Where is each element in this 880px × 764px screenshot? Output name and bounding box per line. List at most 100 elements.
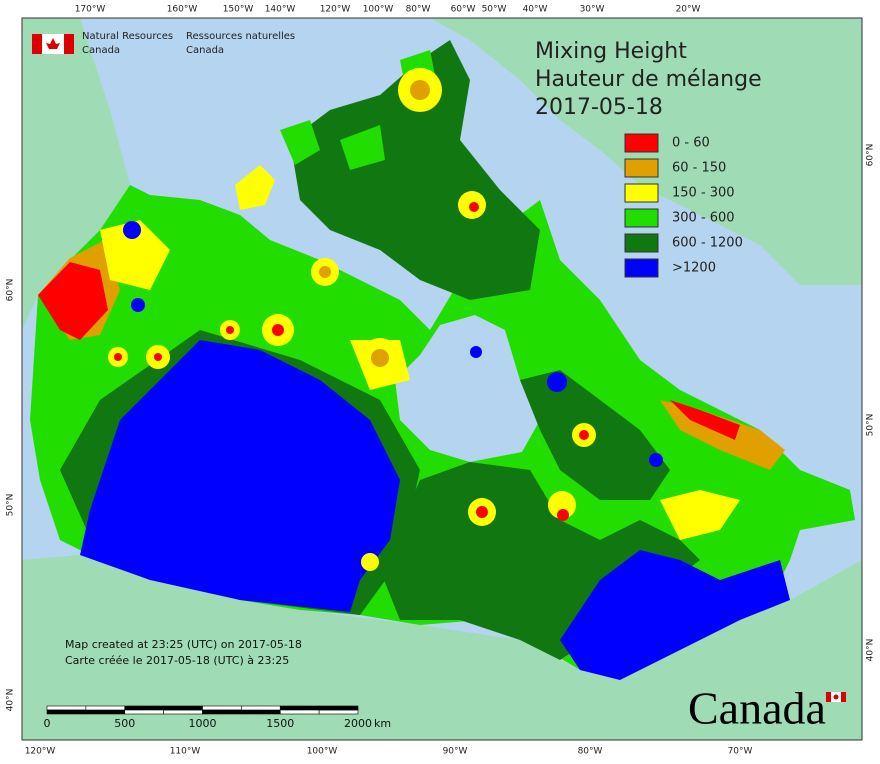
hot-spot: [319, 266, 331, 278]
graticule-label: 40°N: [866, 639, 876, 662]
scale-segment: [124, 705, 164, 711]
arctic-islands: [290, 40, 540, 300]
red-nw: [38, 262, 108, 340]
arctic-islands-green: [280, 50, 440, 170]
alaska: [22, 18, 130, 330]
legend-label: 60 - 150: [672, 161, 726, 176]
canada-wordmark: Canada: [688, 683, 846, 734]
hot-spot: [114, 353, 122, 361]
note: Carte créée le 2017-05-18 (UTC) à 23:25: [65, 654, 289, 667]
hot-spot: [410, 80, 430, 100]
graticule-label: 30°W: [580, 5, 605, 15]
yellow-areas: [100, 220, 740, 540]
hot-spot: [470, 346, 482, 358]
scale-segment: [124, 709, 164, 715]
graticule-label: 20°W: [676, 5, 701, 15]
scale-segment: [202, 705, 242, 711]
scale-segment: [241, 705, 281, 711]
graticule-label: 70°W: [728, 747, 753, 757]
graticule-label: 80°W: [578, 747, 603, 757]
scale-segment: [46, 709, 87, 715]
org-en: Canada: [82, 45, 120, 56]
hot-spot: [154, 353, 162, 361]
scale-segment: [163, 709, 203, 715]
graticule-label: 170°W: [75, 5, 106, 15]
hot-spot: [476, 506, 488, 518]
graticule-label: 50°N: [6, 494, 16, 517]
legend-label: 600 - 1200: [672, 236, 743, 251]
graticule-label: 110°W: [170, 747, 201, 757]
note: Map created at 23:25 (UTC) on 2017-05-18: [65, 638, 302, 651]
org-en: Natural Resources: [82, 31, 173, 42]
scale-unit: km: [374, 717, 391, 730]
graticule-label: 50°W: [482, 5, 507, 15]
hot-spot: [361, 553, 379, 571]
graticule-label: 160°W: [167, 5, 198, 15]
hot-spot: [547, 372, 567, 392]
hot-spot: [548, 491, 576, 519]
hot-spot: [123, 221, 141, 239]
graticule-label: 40°N: [6, 689, 16, 712]
legend-swatch: [624, 133, 659, 153]
graticule-label: 40°W: [523, 5, 548, 15]
graticule-label: 60°W: [451, 5, 476, 15]
hot-spot: [469, 202, 479, 212]
legend-swatch: [624, 233, 659, 253]
hot-spot: [649, 453, 663, 467]
hot-spot: [557, 509, 569, 521]
legend-label: >1200: [672, 261, 716, 276]
graticule-label: 80°W: [406, 5, 431, 15]
legend-label: 150 - 300: [672, 186, 735, 201]
wordmark: Canada: [688, 683, 826, 734]
title: Hauteur de mélange: [535, 67, 762, 92]
scale-segment: [241, 709, 281, 715]
scale-segment: [318, 709, 359, 715]
hot-spot: [579, 430, 589, 440]
scale-label: 2000: [344, 717, 372, 730]
scale-segment: [163, 705, 203, 711]
map-canvas: [22, 18, 862, 740]
graticule-label: 60°N: [6, 279, 16, 302]
org-fr: Ressources naturelles: [186, 31, 295, 42]
graticule-label: 140°W: [265, 5, 296, 15]
title: 2017-05-18: [535, 95, 663, 120]
graticule-label: 60°N: [866, 144, 876, 167]
title: Mixing Height: [535, 39, 687, 64]
graticule-label: 50°N: [866, 414, 876, 437]
yellow-island: [235, 165, 275, 210]
hot-spot: [226, 326, 234, 334]
scale-label: 1500: [266, 717, 294, 730]
hot-spot: [131, 298, 145, 312]
nrcan-flag: [32, 34, 74, 54]
scale-segment: [46, 705, 87, 711]
graticule-label: 90°W: [443, 747, 468, 757]
red-labrador: [670, 400, 740, 440]
scale-segment: [318, 705, 359, 711]
blue-prairies: [80, 340, 400, 612]
scale-segment: [279, 705, 320, 711]
frame: [21, 17, 863, 741]
scale-segment: [85, 709, 126, 715]
scale-segment: [85, 705, 126, 711]
blue-east: [560, 550, 790, 680]
org-fr: Canada: [186, 45, 224, 56]
graticule-label: 100°W: [307, 747, 338, 757]
legend-swatch: [624, 258, 659, 278]
legend-swatch: [624, 158, 659, 178]
scale-label: 0: [44, 717, 51, 730]
legend-label: 300 - 600: [672, 211, 735, 226]
graticule-label: 120°W: [320, 5, 351, 15]
legend-label: 0 - 60: [672, 136, 710, 151]
hudson-bay: [395, 315, 540, 462]
scale-bar: 0 500 1000 1500 2000 km: [44, 705, 391, 730]
scale-label: 1000: [189, 717, 217, 730]
legend-swatch: [624, 183, 659, 203]
hot-spot: [371, 349, 389, 367]
scale-segment: [279, 709, 320, 715]
graticule-label: 100°W: [363, 5, 394, 15]
scale-label: 500: [114, 717, 135, 730]
usa: [22, 555, 862, 740]
hot-spots: [108, 68, 663, 571]
graticule-label: 120°W: [25, 747, 56, 757]
